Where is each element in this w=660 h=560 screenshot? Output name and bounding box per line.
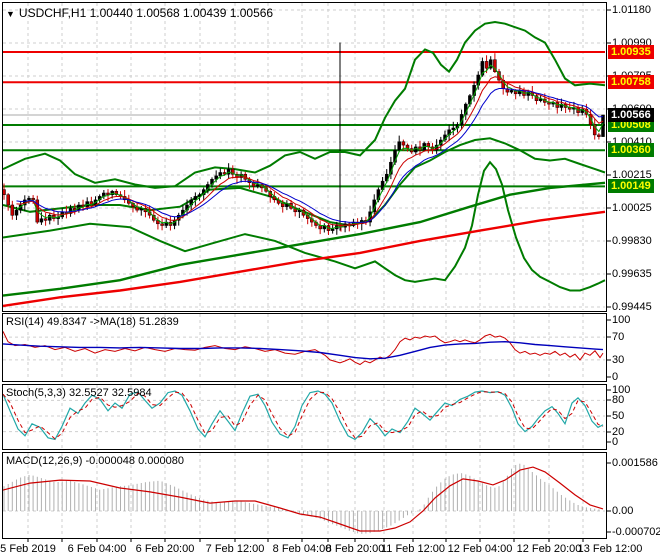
price-tick-label: 0.99635 bbox=[612, 268, 652, 280]
candle-body bbox=[597, 134, 601, 137]
candle-body bbox=[480, 61, 485, 76]
fast-ma-green bbox=[16, 64, 604, 230]
candle-body bbox=[31, 197, 35, 201]
candle-body bbox=[214, 175, 218, 180]
candle-body bbox=[193, 196, 198, 201]
time-axis-label: 5 Feb 2019 bbox=[0, 543, 56, 555]
fast-ma-red bbox=[16, 76, 604, 227]
candle-body bbox=[256, 184, 260, 187]
current-price-tag: 1.00566 bbox=[608, 108, 654, 122]
candle-body bbox=[509, 90, 514, 93]
candle-body bbox=[14, 209, 19, 216]
price-level-tag: 1.00935 bbox=[608, 45, 654, 59]
time-axis-label: 7 Feb 12:00 bbox=[205, 543, 265, 555]
price-tick-label: 0.99830 bbox=[612, 235, 652, 247]
candle-body bbox=[43, 218, 48, 221]
candle-body bbox=[330, 228, 335, 231]
fast-ma-blue bbox=[16, 88, 604, 224]
stoch-indicator-label: Stoch(5,3,3) 32.5527 32.5984 bbox=[6, 387, 152, 399]
time-axis-label: 8 Feb 04:00 bbox=[272, 543, 332, 555]
stoch-tick-label: 80 bbox=[612, 394, 625, 406]
time-axis-label: 8 Feb 20:00 bbox=[325, 543, 385, 555]
time-axis-label: 11 Feb 12:00 bbox=[380, 543, 446, 555]
symbol-dropdown-icon[interactable]: ▼ bbox=[6, 9, 15, 19]
candle-body bbox=[27, 197, 31, 201]
candle-body bbox=[218, 172, 223, 177]
candle-body bbox=[280, 203, 285, 207]
rsi-panel-border bbox=[2, 313, 607, 382]
candle-body bbox=[401, 141, 406, 146]
time-axis-label: 12 Feb 20:00 bbox=[516, 543, 582, 555]
stoch-tick-label: 100 bbox=[612, 384, 631, 396]
time-axis-label: 13 Feb 12:00 bbox=[577, 543, 643, 555]
rsi-tick-label: 30 bbox=[612, 354, 625, 366]
candle-body bbox=[538, 98, 543, 101]
stoch-tick-label: 0 bbox=[612, 436, 619, 448]
time-axis-label: 6 Feb 04:00 bbox=[67, 543, 127, 555]
macd-tick-label: 0.00 bbox=[612, 505, 634, 517]
candle-body bbox=[526, 91, 530, 96]
macd-panel-border bbox=[2, 452, 607, 539]
macd-signal-line bbox=[2, 466, 604, 532]
macd-indicator-label: MACD(12,26,9) -0.000048 0.000080 bbox=[6, 455, 184, 467]
candle-body bbox=[39, 218, 44, 223]
stoch-k-line bbox=[2, 390, 604, 441]
candle-body bbox=[484, 61, 489, 69]
price-tick-label: 1.00025 bbox=[612, 202, 652, 214]
macd-tick-label: -0.000702 bbox=[612, 526, 660, 538]
rsi-tick-label: 70 bbox=[612, 331, 625, 343]
candle-body bbox=[226, 168, 231, 175]
candle-body bbox=[459, 114, 464, 125]
candle-body bbox=[222, 172, 227, 175]
candle-body bbox=[451, 127, 456, 130]
rsi-tick-label: 0 bbox=[612, 371, 619, 383]
stoch-tick-label: 20 bbox=[612, 426, 625, 438]
candle-body bbox=[6, 194, 10, 206]
bollinger-lower-band bbox=[2, 160, 606, 292]
price-level-tag: 1.00758 bbox=[608, 75, 654, 89]
price-tick-label: 0.99445 bbox=[612, 301, 652, 313]
candle-body bbox=[160, 223, 164, 226]
main-panel-border bbox=[2, 2, 607, 312]
candle-body bbox=[493, 59, 497, 72]
price-tick-label: 1.00215 bbox=[612, 169, 652, 181]
candle-body bbox=[139, 208, 144, 211]
candle-body bbox=[106, 192, 110, 195]
price-level-tag: 1.00360 bbox=[608, 143, 654, 157]
rsi-indicator-label: RSI(14) 49.8347 ->MA(18) 51.2839 bbox=[6, 316, 179, 328]
candle-body bbox=[592, 124, 597, 136]
chart-title: ▼ USDCHF,H1 1.00440 1.00568 1.00439 1.005… bbox=[6, 6, 273, 20]
candle-body bbox=[318, 225, 322, 230]
candle-body bbox=[48, 214, 52, 221]
macd-tick-label: 0.001586 bbox=[612, 457, 658, 469]
candle-body bbox=[488, 59, 493, 69]
price-tick-label: 1.01180 bbox=[612, 4, 651, 16]
bollinger-upper-band bbox=[2, 20, 606, 189]
candle-body bbox=[10, 204, 15, 216]
price-level-tag: 1.00149 bbox=[608, 179, 654, 193]
stoch-panel-border bbox=[2, 384, 607, 450]
stoch-tick-label: 50 bbox=[612, 410, 625, 422]
candle-body bbox=[114, 191, 119, 195]
stoch-d-line bbox=[2, 391, 604, 440]
candles bbox=[2, 53, 605, 235]
candle-body bbox=[588, 114, 593, 125]
rsi-ma-line bbox=[2, 340, 604, 360]
rsi-tick-label: 100 bbox=[612, 314, 631, 326]
time-axis-label: 12 Feb 04:00 bbox=[447, 543, 513, 555]
candle-body bbox=[397, 141, 401, 151]
candle-body bbox=[231, 168, 235, 175]
chart-title-text: USDCHF,H1 1.00440 1.00568 1.00439 1.0056… bbox=[18, 6, 274, 20]
time-axis-label: 6 Feb 20:00 bbox=[135, 543, 195, 555]
slow-ma-red bbox=[2, 210, 606, 308]
slow-ma-green bbox=[2, 181, 606, 297]
